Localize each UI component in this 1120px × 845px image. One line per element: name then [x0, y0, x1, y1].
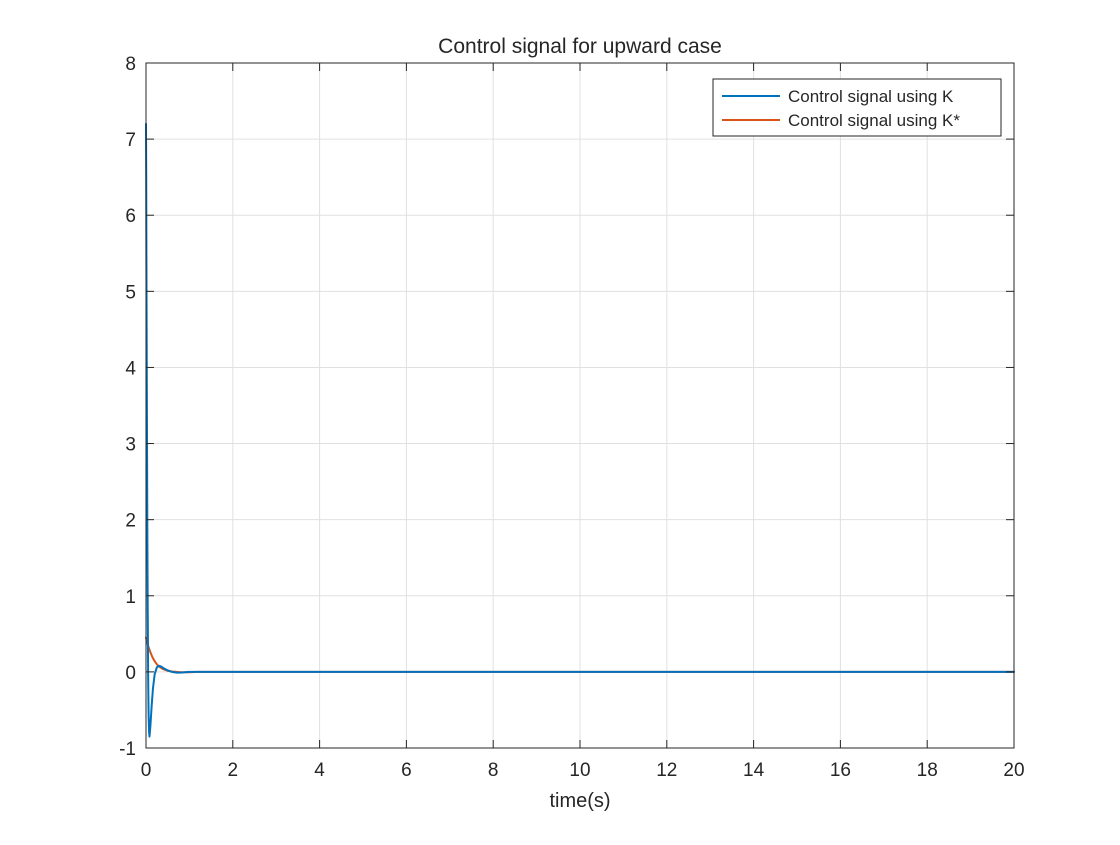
x-tick-label: 4 [314, 760, 325, 781]
y-tick-label: 4 [125, 358, 136, 379]
legend-label-control-k-star: Control signal using K* [788, 111, 960, 130]
x-tick-label: 10 [569, 760, 590, 781]
x-tick-label: 12 [656, 760, 677, 781]
y-tick-label: 3 [125, 435, 136, 456]
x-tick-label: 20 [1003, 760, 1024, 781]
y-tick-label: 5 [125, 282, 136, 303]
y-tick-label: 8 [125, 54, 136, 75]
x-tick-label: 6 [401, 760, 412, 781]
x-tick-label: 0 [141, 760, 152, 781]
x-tick-label: 8 [488, 760, 499, 781]
x-tick-label: 14 [743, 760, 765, 781]
y-tick-label: 7 [125, 130, 136, 151]
y-tick-label: 0 [125, 663, 136, 684]
x-tick-label: 2 [228, 760, 239, 781]
y-tick-label: 1 [125, 587, 136, 608]
y-tick-label: 6 [125, 206, 136, 227]
chart-title: Control signal for upward case [438, 35, 722, 58]
series-line-control-k [145, 122, 1015, 738]
legend-box [712, 78, 1002, 137]
y-tick-label: -1 [119, 739, 136, 760]
legend-label-control-k: Control signal using K [788, 87, 954, 106]
x-axis-label: time(s) [549, 790, 610, 812]
x-tick-label: 16 [830, 760, 851, 781]
series-layer [145, 122, 1015, 738]
y-tick-label: 2 [125, 511, 136, 532]
legend: Control signal using K Control signal us… [712, 78, 1002, 137]
grid [146, 63, 1014, 748]
x-tick-label: 18 [917, 760, 938, 781]
